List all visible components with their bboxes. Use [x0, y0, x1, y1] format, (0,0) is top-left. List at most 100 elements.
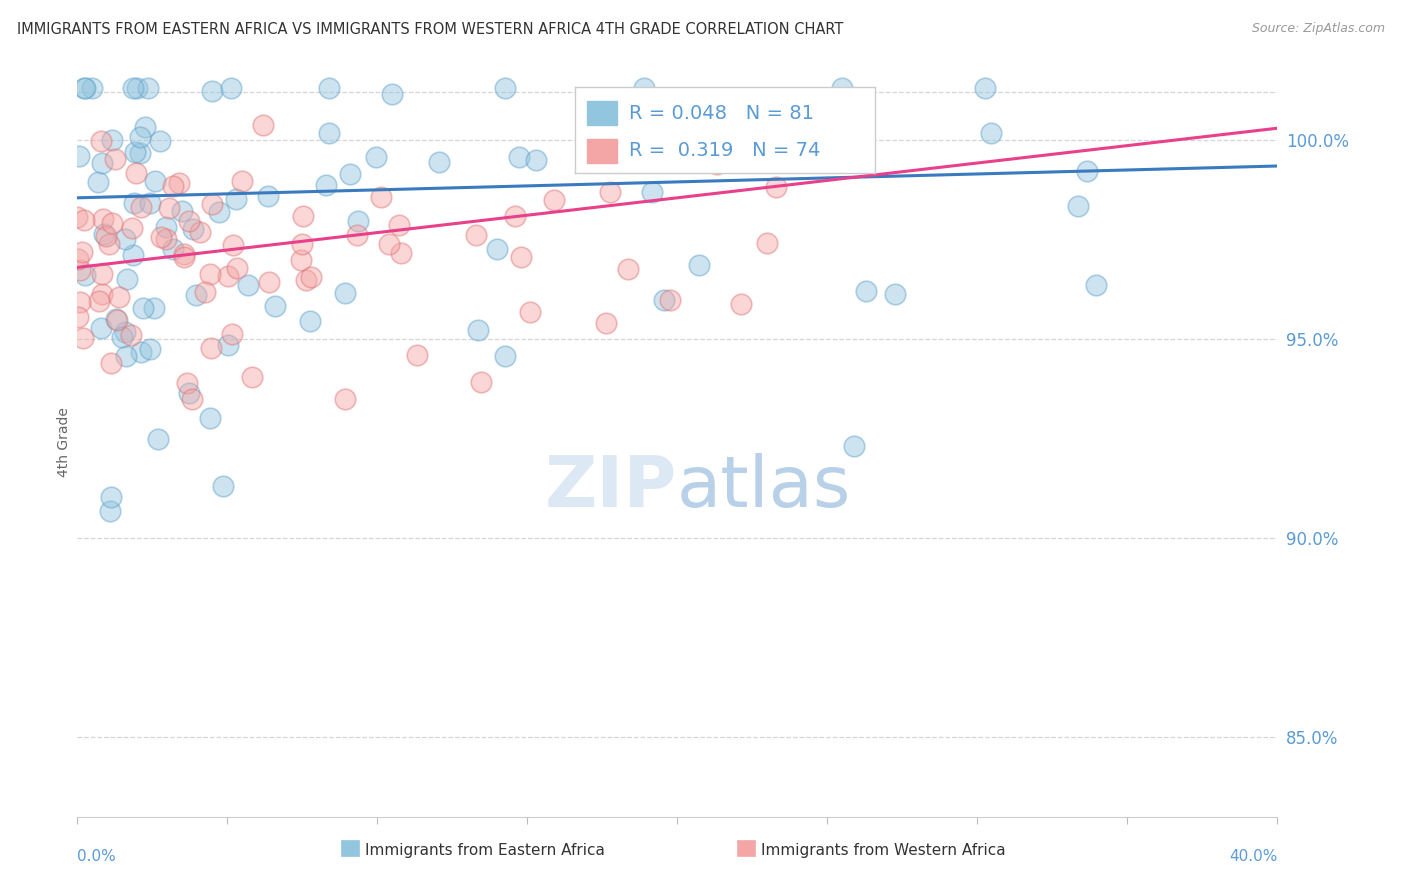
Point [138, 342, 160, 356]
Point [97, 237, 120, 252]
Point [318, 81, 340, 95]
Point [236, 277, 259, 292]
Point [90, 134, 112, 148]
Point [806, 141, 828, 155]
Point [980, 126, 1002, 140]
Point [346, 227, 368, 242]
Point [190, 225, 212, 239]
Point [155, 232, 177, 246]
Point [257, 189, 280, 203]
Point [91, 267, 114, 281]
Point [124, 145, 146, 160]
Point [173, 250, 195, 264]
Point [90, 321, 112, 335]
Point [146, 433, 169, 447]
Point [659, 293, 682, 307]
Point [114, 325, 136, 339]
Point [467, 323, 489, 337]
Point [122, 81, 145, 95]
Point [221, 327, 243, 342]
Point [177, 213, 200, 227]
Point [98, 504, 121, 518]
Text: Immigrants from Eastern Africa: Immigrants from Eastern Africa [364, 844, 605, 858]
Point [231, 174, 253, 188]
Point [200, 267, 222, 281]
Point [765, 180, 787, 194]
Point [93, 227, 115, 242]
Point [80, 81, 103, 95]
Point [173, 247, 195, 261]
Point [157, 201, 180, 215]
Point [73, 81, 96, 95]
Point [595, 316, 617, 330]
Point [298, 314, 321, 328]
Point [842, 439, 865, 453]
Point [87, 294, 110, 309]
Point [225, 192, 247, 206]
Point [315, 178, 337, 192]
Point [217, 268, 239, 283]
Point [389, 245, 412, 260]
Point [72, 331, 94, 345]
Point [339, 167, 361, 181]
Point [114, 232, 136, 246]
Point [377, 236, 399, 251]
Point [524, 153, 547, 168]
Point [162, 242, 184, 256]
Point [240, 370, 263, 384]
Point [143, 174, 166, 188]
Point [510, 250, 533, 264]
Point [107, 290, 129, 304]
Point [129, 130, 152, 145]
Point [257, 275, 280, 289]
Point [427, 155, 450, 169]
Point [508, 151, 530, 165]
Point [225, 261, 247, 276]
Point [295, 273, 318, 287]
Point [654, 293, 676, 307]
Point [405, 348, 427, 362]
Point [139, 195, 162, 210]
Point [150, 230, 173, 244]
Point [291, 209, 314, 223]
Point [66, 310, 89, 324]
Point [1084, 277, 1107, 292]
Point [105, 312, 128, 326]
Point [111, 330, 134, 344]
Point [756, 236, 779, 251]
Text: 40.0%: 40.0% [1229, 849, 1278, 864]
Point [749, 143, 772, 157]
Point [86, 175, 108, 189]
Point [855, 284, 877, 298]
Text: IMMIGRANTS FROM EASTERN AFRICA VS IMMIGRANTS FROM WESTERN AFRICA 4TH GRADE CORRE: IMMIGRANTS FROM EASTERN AFRICA VS IMMIGR… [17, 22, 844, 37]
Point [219, 81, 242, 95]
Point [143, 301, 166, 315]
Point [208, 204, 231, 219]
Point [100, 491, 122, 505]
Point [124, 196, 146, 211]
Point [179, 386, 201, 401]
Point [69, 262, 91, 277]
Point [201, 84, 224, 98]
Point [706, 157, 728, 171]
Point [599, 185, 621, 199]
Point [121, 220, 143, 235]
Point [1067, 199, 1090, 213]
Point [543, 194, 565, 208]
Point [200, 410, 222, 425]
Point [93, 211, 115, 226]
Point [633, 81, 655, 95]
Point [301, 270, 323, 285]
Point [381, 87, 404, 102]
Point [120, 328, 142, 343]
Point [186, 288, 208, 302]
Point [519, 305, 541, 319]
Point [364, 151, 387, 165]
Point [91, 156, 114, 170]
Point [100, 356, 122, 370]
Point [134, 120, 156, 134]
Text: atlas: atlas [678, 453, 852, 522]
Point [66, 211, 89, 225]
Point [370, 190, 392, 204]
Point [486, 242, 509, 256]
